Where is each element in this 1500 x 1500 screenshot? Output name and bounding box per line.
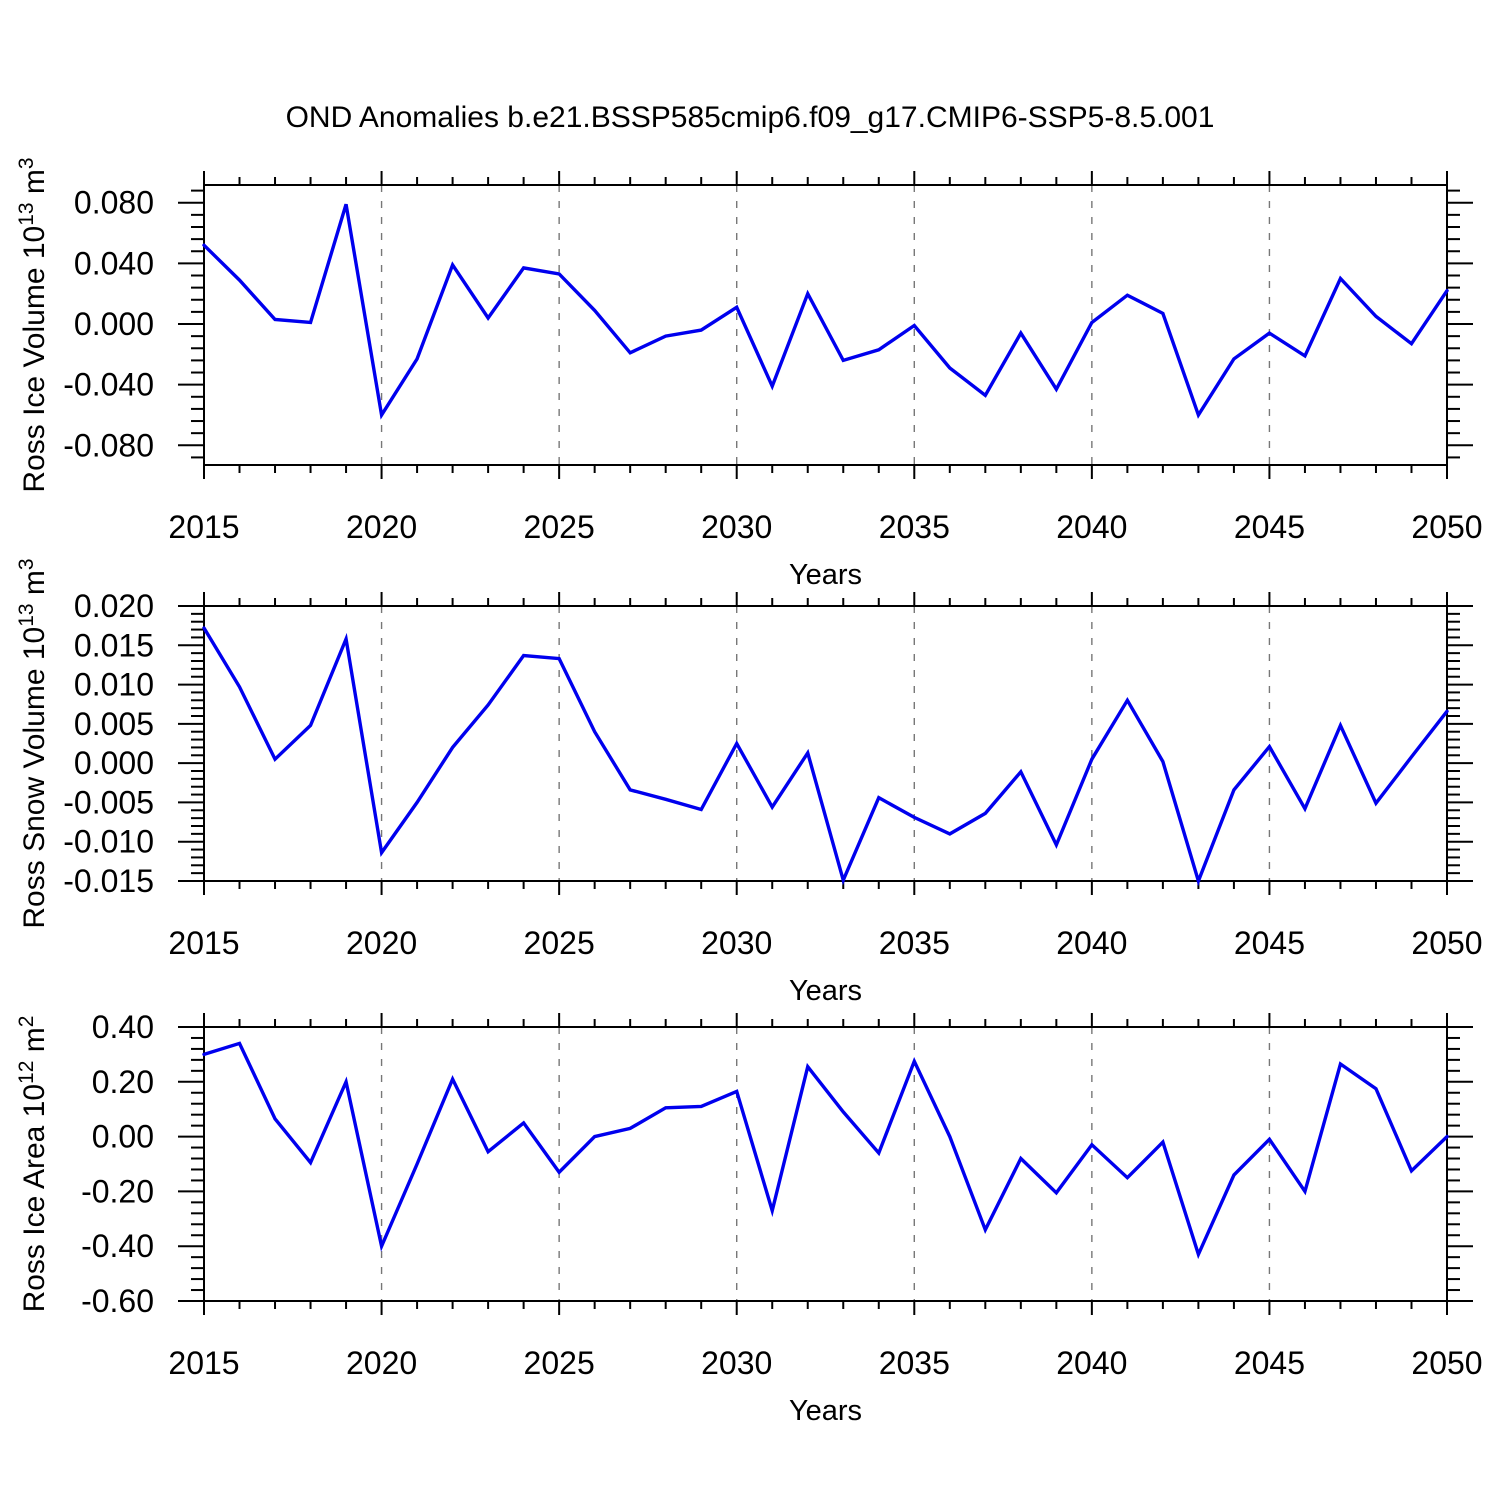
x-tick-label: 2035 [879, 509, 950, 545]
series-line [202, 1041, 1449, 1260]
x-tick-label: 2030 [701, 925, 772, 961]
y-tick-label: -0.080 [63, 427, 154, 463]
x-tick-label: 2050 [1411, 509, 1482, 545]
y-tick-label: 0.015 [74, 627, 154, 663]
y-tick-label: 0.010 [74, 667, 154, 703]
y-tick-label: 0.080 [74, 185, 154, 221]
panel-ross-ice-area: 0.40 0.20 0.00 -0.20 -0.40 -0.60 2015 2020 2025 2… [15, 1009, 1483, 1427]
series-line [202, 203, 1449, 420]
y-tick-label: -0.015 [63, 863, 154, 899]
x-tick-label: 2025 [524, 1345, 595, 1381]
y-tick-label: -0.005 [63, 784, 154, 820]
x-tick-label: 2045 [1234, 925, 1305, 961]
y-tick-label: 0.000 [74, 745, 154, 781]
x-tick-label: 2020 [346, 1345, 417, 1381]
y-axis-title: Ross Ice Area 1012 m2 [15, 1016, 51, 1313]
x-tick-label: 2015 [168, 509, 239, 545]
y-tick-label: 0.40 [92, 1009, 154, 1045]
x-tick-label: 2035 [879, 925, 950, 961]
x-tick-label: 2030 [701, 509, 772, 545]
x-tick-label: 2040 [1056, 509, 1127, 545]
x-axis-title: Years [789, 559, 862, 591]
y-axis-title: Ross Ice Volume 1013 m3 [15, 157, 51, 492]
y-tick-label: 0.00 [92, 1119, 154, 1155]
x-tick-label: 2050 [1411, 1345, 1482, 1381]
y-tick-label: -0.010 [63, 824, 154, 860]
y-tick-label: 0.020 [74, 588, 154, 624]
axis-box [203, 605, 1448, 882]
y-tick-label: -0.40 [81, 1228, 154, 1264]
y-tick-label: -0.040 [63, 367, 154, 403]
y-axis-title: Ross Snow Volume 1013 m3 [15, 558, 51, 928]
x-tick-label: 2015 [168, 925, 239, 961]
x-tick-label: 2020 [346, 925, 417, 961]
y-tick-label: 0.005 [74, 706, 154, 742]
y-tick-label: 0.000 [74, 306, 154, 342]
y-tick-label: 0.040 [74, 245, 154, 281]
x-tick-label: 2040 [1056, 1345, 1127, 1381]
panel-ross-ice-volume: 0.080 0.040 0.000 -0.040 -0.080 2015 2020 2025 2… [15, 157, 1483, 591]
figure-title: OND Anomalies b.e21.BSSP585cmip6.f09_g17… [286, 101, 1215, 134]
x-tick-label: 2015 [168, 1345, 239, 1381]
x-tick-label: 2045 [1234, 1345, 1305, 1381]
x-axis-title: Years [789, 1395, 862, 1427]
x-tick-label: 2025 [524, 509, 595, 545]
axis-box [203, 184, 1448, 466]
series-line [202, 626, 1449, 887]
x-tick-label: 2050 [1411, 925, 1482, 961]
x-tick-label: 2045 [1234, 509, 1305, 545]
x-tick-label: 2035 [879, 1345, 950, 1381]
axis-box [203, 1026, 1448, 1302]
x-tick-label: 2030 [701, 1345, 772, 1381]
x-axis-title: Years [789, 975, 862, 1007]
y-tick-label: 0.20 [92, 1064, 154, 1100]
x-tick-label: 2025 [524, 925, 595, 961]
x-tick-label: 2020 [346, 509, 417, 545]
y-tick-label: -0.60 [81, 1283, 154, 1319]
y-tick-label: -0.20 [81, 1173, 154, 1209]
x-tick-label: 2040 [1056, 925, 1127, 961]
